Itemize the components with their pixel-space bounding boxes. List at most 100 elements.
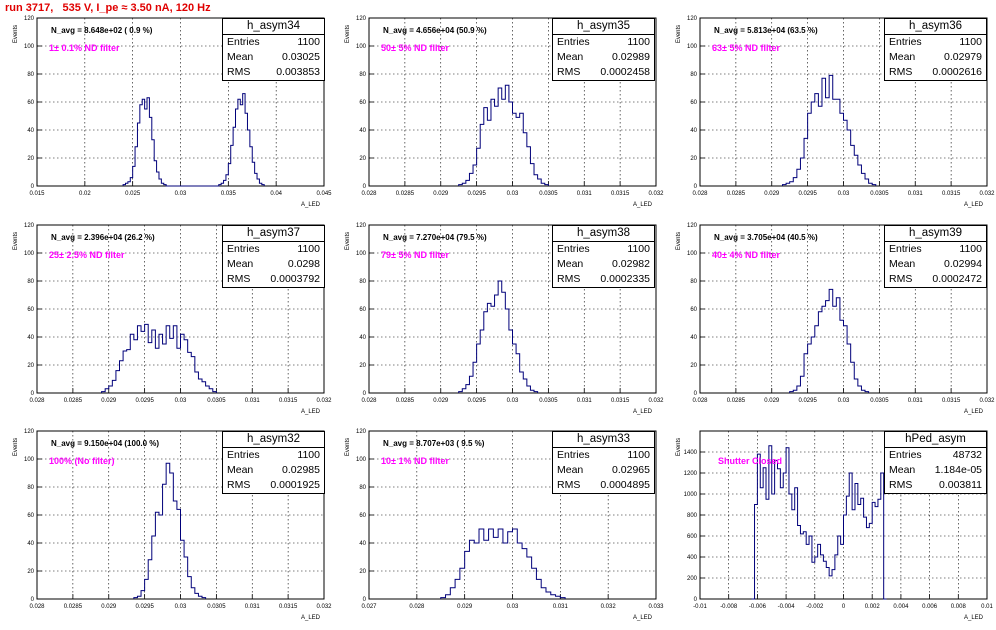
x-tick-label: -0.006 <box>749 604 767 610</box>
x-tick-label: 0.032 <box>648 398 664 404</box>
stats-mean-value: 0.02965 <box>612 464 650 476</box>
y-tick-label: 200 <box>687 576 698 582</box>
x-tick-label: 0.029 <box>101 398 117 404</box>
x-tick-label: -0.002 <box>806 604 824 610</box>
stats-rms-value: 0.003853 <box>276 66 320 78</box>
y-tick-label: 100 <box>687 44 698 50</box>
stats-entries-value: 1100 <box>627 243 650 255</box>
n-avg-label: N_avg = 9.150e+04 (100.0 %) <box>51 439 159 448</box>
x-tick-label: 0.004 <box>893 604 909 610</box>
stats-box: h_asym36 Entries 1100 Mean 0.02979 RMS 0.00… <box>884 18 987 81</box>
n-avg-label: N_avg = 5.813e+04 (63.5 %) <box>714 26 818 35</box>
histogram-series <box>789 288 870 393</box>
y-axis-label: Events <box>676 25 682 43</box>
stats-rms-value: 0.003811 <box>938 479 982 491</box>
panel-h-asym37: 0.028 0.0285 0.029 0.0295 0.03 0.0305 0.031 0.0… <box>1 217 332 424</box>
histogram-series <box>782 74 877 186</box>
y-tick-label: 120 <box>24 429 35 435</box>
stats-entries-label: Entries <box>557 449 590 461</box>
y-tick-label: 80 <box>690 72 697 78</box>
x-tick-label: 0.0285 <box>64 398 83 404</box>
x-tick-label: 0.031 <box>245 604 261 610</box>
x-tick-label: 0.0295 <box>135 604 154 610</box>
y-tick-label: 120 <box>24 16 35 22</box>
y-tick-label: 40 <box>359 541 366 547</box>
x-axis-label: A_LED <box>633 409 653 415</box>
stats-rms-label: RMS <box>557 66 581 78</box>
stats-rms-label: RMS <box>227 66 251 78</box>
stats-rms-label: RMS <box>889 273 913 285</box>
x-axis-label: A_LED <box>964 615 984 621</box>
y-tick-label: 1400 <box>684 450 698 456</box>
x-tick-label: 0.032 <box>601 604 617 610</box>
y-tick-label: 60 <box>359 513 366 519</box>
y-axis-label: Events <box>676 232 682 250</box>
x-tick-label: 0.0285 <box>727 191 746 197</box>
x-tick-label: 0.032 <box>316 604 332 610</box>
stats-mean-value: 1.184e-05 <box>934 464 982 476</box>
stats-histogram-name: h_asym33 <box>553 432 654 448</box>
y-tick-label: 40 <box>359 128 366 134</box>
y-tick-label: 80 <box>359 72 366 78</box>
y-tick-label: 0 <box>363 391 367 397</box>
x-tick-label: 0.0285 <box>396 191 415 197</box>
stats-box: h_asym34 Entries 1100 Mean 0.03025 RMS 0.00… <box>222 18 325 81</box>
stats-box: h_asym37 Entries 1100 Mean 0.0298 RMS 0.000… <box>222 225 325 288</box>
stats-histogram-name: h_asym37 <box>223 226 324 242</box>
y-tick-label: 60 <box>359 307 366 313</box>
filter-label: 63± 5% ND filter <box>712 43 780 53</box>
y-tick-label: 0 <box>694 597 698 603</box>
panel-h-asym32: 0.028 0.0285 0.029 0.0295 0.03 0.0305 0.031 0.0… <box>1 423 332 630</box>
x-tick-label: 0.0285 <box>396 398 415 404</box>
stats-rms-value: 0.0003792 <box>270 273 320 285</box>
stats-box: hPed_asym Entries 48732 Mean 1.184e-05 RMS… <box>884 431 987 494</box>
stats-entries-label: Entries <box>227 36 260 48</box>
histogram-series <box>751 445 887 600</box>
y-tick-label: 120 <box>356 16 367 22</box>
x-tick-label: 0.04 <box>270 191 282 197</box>
y-tick-label: 100 <box>24 457 35 463</box>
x-tick-label: 0.0305 <box>207 604 226 610</box>
stats-entries-label: Entries <box>227 243 260 255</box>
x-tick-label: 0.031 <box>908 191 924 197</box>
x-tick-label: 0.03 <box>838 398 850 404</box>
stats-box: h_asym39 Entries 1100 Mean 0.02994 RMS 0.00… <box>884 225 987 288</box>
stats-rms-label: RMS <box>557 479 581 491</box>
x-tick-label: 0.0305 <box>207 398 226 404</box>
x-tick-label: 0.03 <box>838 191 850 197</box>
y-tick-label: 40 <box>27 128 34 134</box>
y-tick-label: 80 <box>359 279 366 285</box>
y-tick-label: 0 <box>694 391 698 397</box>
x-tick-label: 0.027 <box>361 604 377 610</box>
panel-h-asym34: 0.015 0.02 0.025 0.03 0.035 0.04 0.045 0 20 40 60 8… <box>1 10 332 217</box>
stats-mean-label: Mean <box>889 51 916 63</box>
x-tick-label: 0.032 <box>979 398 995 404</box>
n-avg-label: N_avg = 8.648e+02 ( 0.9 %) <box>51 26 153 35</box>
x-tick-label: 0.0305 <box>539 191 558 197</box>
stats-mean-label: Mean <box>227 464 254 476</box>
x-tick-label: 0.0305 <box>870 398 889 404</box>
stats-rms-value: 0.0002616 <box>932 66 982 78</box>
x-tick-label: 0.029 <box>764 191 780 197</box>
x-tick-label: 0.028 <box>692 191 708 197</box>
y-axis-label: Events <box>13 232 19 250</box>
stats-histogram-name: h_asym34 <box>223 19 324 35</box>
histogram-series <box>440 528 566 599</box>
x-tick-label: 0.029 <box>433 191 449 197</box>
stats-rms-label: RMS <box>227 273 251 285</box>
stats-rms-label: RMS <box>557 273 581 285</box>
stats-mean-value: 0.02982 <box>612 258 650 270</box>
y-tick-label: 20 <box>27 569 34 575</box>
stats-entries-value: 1100 <box>959 36 982 48</box>
y-tick-label: 100 <box>24 251 35 257</box>
stats-histogram-name: h_asym39 <box>885 226 986 242</box>
x-axis-label: A_LED <box>633 202 653 208</box>
stats-entries-label: Entries <box>227 449 260 461</box>
stats-entries-label: Entries <box>557 36 590 48</box>
x-tick-label: 0.031 <box>553 604 569 610</box>
x-tick-label: 0.0305 <box>539 398 558 404</box>
y-tick-label: 60 <box>359 100 366 106</box>
stats-histogram-name: h_asym36 <box>885 19 986 35</box>
n-avg-label: N_avg = 2.396e+04 (26.2 %) <box>51 233 155 242</box>
stats-mean-label: Mean <box>889 464 916 476</box>
